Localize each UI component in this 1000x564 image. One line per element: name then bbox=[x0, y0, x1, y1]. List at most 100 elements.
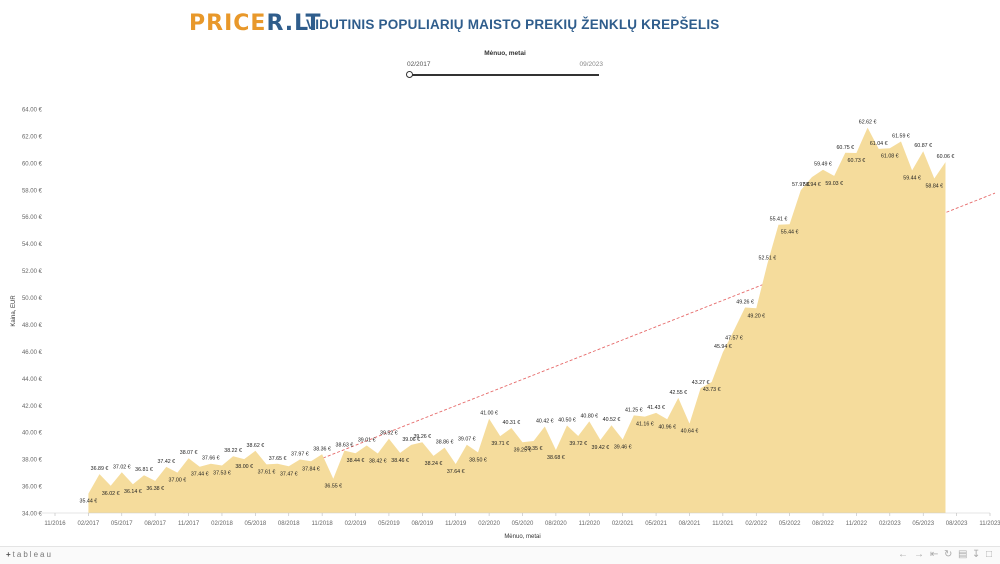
filter-slider-track[interactable] bbox=[409, 74, 599, 76]
data-label: 38.36 € bbox=[313, 446, 331, 452]
data-label: 37.84 € bbox=[302, 466, 320, 472]
y-tick-label: 50.00 € bbox=[22, 296, 43, 302]
data-label: 58.84 € bbox=[925, 184, 943, 190]
data-label: 40.42 € bbox=[536, 419, 554, 425]
data-label-layer: 35.44 € 36.89 € 36.02 € 37.02 € 36.14 € 36.81… bbox=[80, 120, 955, 505]
x-tick-label: 08/2017 bbox=[144, 521, 166, 527]
x-tick-label: 11/2023 bbox=[979, 521, 1000, 527]
filter-end-value: 09/2023 bbox=[579, 61, 604, 68]
data-label: 41.16 € bbox=[636, 422, 654, 428]
x-tick-label: 02/2018 bbox=[211, 521, 233, 527]
x-tick-label: 02/2021 bbox=[612, 521, 634, 527]
data-label: 45.94 € bbox=[714, 344, 732, 350]
data-label: 38.63 € bbox=[336, 443, 354, 449]
refresh-icon[interactable]: ↻ bbox=[944, 549, 953, 560]
data-label: 37.44 € bbox=[191, 472, 209, 478]
y-tick-label: 46.00 € bbox=[22, 350, 43, 356]
data-label: 37.66 € bbox=[202, 456, 220, 462]
tableau-logo[interactable]: +tableau bbox=[6, 550, 53, 559]
data-label: 36.55 € bbox=[324, 484, 342, 490]
data-label: 42.55 € bbox=[669, 390, 687, 396]
data-label: 39.72 € bbox=[569, 441, 587, 447]
y-tick-label: 54.00 € bbox=[22, 242, 43, 248]
logo-part1: PRICE bbox=[189, 11, 267, 36]
data-label: 41.00 € bbox=[480, 411, 498, 417]
x-tick-label: 11/2016 bbox=[44, 521, 66, 527]
data-label: 38.50 € bbox=[469, 457, 487, 463]
pricer-logo[interactable]: PRICER.LT bbox=[189, 12, 322, 36]
x-tick-label: 08/2022 bbox=[812, 521, 834, 527]
data-label: 37.00 € bbox=[169, 478, 187, 484]
data-label: 52.51 € bbox=[759, 256, 777, 262]
data-label: 38.07 € bbox=[180, 450, 198, 456]
tableau-plus-icon: + bbox=[6, 550, 13, 559]
data-label: 57.97 € bbox=[792, 182, 810, 188]
logo-part2: R.LT bbox=[266, 11, 322, 36]
data-label: 59.49 € bbox=[814, 162, 832, 168]
data-label: 39.35 € bbox=[525, 446, 543, 452]
data-label: 60.06 € bbox=[937, 154, 955, 160]
page-title: VIDUTINIS POPULIARIŲ MAISTO PREKIŲ ŽENKL… bbox=[306, 17, 720, 32]
filter-title: Mėnuo, metai bbox=[484, 50, 526, 57]
data-label: 36.14 € bbox=[124, 489, 142, 495]
y-tick-label: 38.00 € bbox=[22, 458, 43, 464]
y-tick-label: 48.00 € bbox=[22, 323, 43, 329]
y-axis-title: Kaina, EUR bbox=[11, 295, 17, 327]
x-tick-label: 05/2022 bbox=[779, 521, 801, 527]
data-label: 47.57 € bbox=[725, 335, 743, 341]
data-label: 38.22 € bbox=[224, 448, 242, 454]
price-area bbox=[88, 127, 946, 513]
data-label: 61.59 € bbox=[892, 134, 910, 140]
data-label: 43.27 € bbox=[692, 380, 710, 386]
filter-start-value: 02/2017 bbox=[407, 61, 431, 68]
share-icon[interactable]: ▤ bbox=[958, 549, 968, 560]
x-tick-label: 08/2020 bbox=[545, 521, 567, 527]
x-tick-label: 11/2020 bbox=[579, 521, 601, 527]
x-tick-label: 08/2019 bbox=[411, 521, 433, 527]
x-tick-label: 11/2017 bbox=[178, 521, 200, 527]
y-tick-label: 44.00 € bbox=[22, 377, 43, 383]
x-tick-label: 02/2023 bbox=[879, 521, 901, 527]
data-label: 40.64 € bbox=[681, 429, 699, 435]
x-axis-title: Mėnuo, metai bbox=[504, 534, 540, 540]
date-range-filter[interactable]: Mėnuo, metai 02/2017 09/2023 bbox=[405, 50, 605, 84]
data-label: 37.64 € bbox=[447, 469, 465, 475]
data-label: 38.24 € bbox=[425, 461, 443, 467]
data-label: 37.65 € bbox=[269, 456, 287, 462]
data-label: 38.68 € bbox=[547, 455, 565, 461]
data-label: 36.81 € bbox=[135, 467, 153, 473]
data-label: 37.61 € bbox=[258, 469, 276, 475]
x-tick-label: 05/2023 bbox=[912, 521, 934, 527]
x-tick-label: 02/2019 bbox=[345, 521, 367, 527]
data-label: 37.97 € bbox=[291, 452, 309, 458]
fullscreen-icon[interactable]: □ bbox=[986, 549, 993, 560]
tableau-logo-text: tableau bbox=[12, 550, 53, 559]
data-label: 40.31 € bbox=[503, 420, 521, 426]
y-tick-label: 58.00 € bbox=[22, 188, 43, 194]
x-tick-label: 08/2018 bbox=[278, 521, 300, 527]
data-label: 41.25 € bbox=[625, 407, 643, 413]
y-tick-label: 34.00 € bbox=[22, 512, 43, 518]
revert-icon[interactable]: ⇤ bbox=[930, 549, 939, 560]
data-label: 39.25 € bbox=[514, 447, 532, 453]
data-label: 38.62 € bbox=[247, 443, 265, 449]
data-label: 60.87 € bbox=[914, 143, 932, 149]
data-label: 55.44 € bbox=[781, 229, 799, 235]
data-label: 39.42 € bbox=[592, 445, 610, 451]
y-tick-label: 42.00 € bbox=[22, 404, 43, 410]
data-label: 40.50 € bbox=[558, 418, 576, 424]
y-tick-label: 52.00 € bbox=[22, 269, 43, 275]
x-tick-label: 05/2018 bbox=[245, 521, 267, 527]
download-icon[interactable]: ↧ bbox=[972, 549, 981, 560]
data-label: 38.44 € bbox=[347, 458, 365, 464]
redo-icon[interactable]: → bbox=[914, 549, 924, 560]
filter-slider-handle[interactable] bbox=[406, 71, 413, 78]
data-label: 59.03 € bbox=[825, 181, 843, 187]
x-tick-label: 11/2018 bbox=[312, 521, 334, 527]
data-label: 61.04 € bbox=[870, 141, 888, 147]
y-tick-label: 62.00 € bbox=[22, 134, 43, 140]
data-label: 49.26 € bbox=[736, 300, 754, 306]
tableau-toolbar: +tableau ← → ⇤ ↻ ▤ ↧ □ bbox=[0, 546, 1000, 564]
undo-icon[interactable]: ← bbox=[898, 549, 908, 560]
x-tick-label: 05/2020 bbox=[512, 521, 534, 527]
